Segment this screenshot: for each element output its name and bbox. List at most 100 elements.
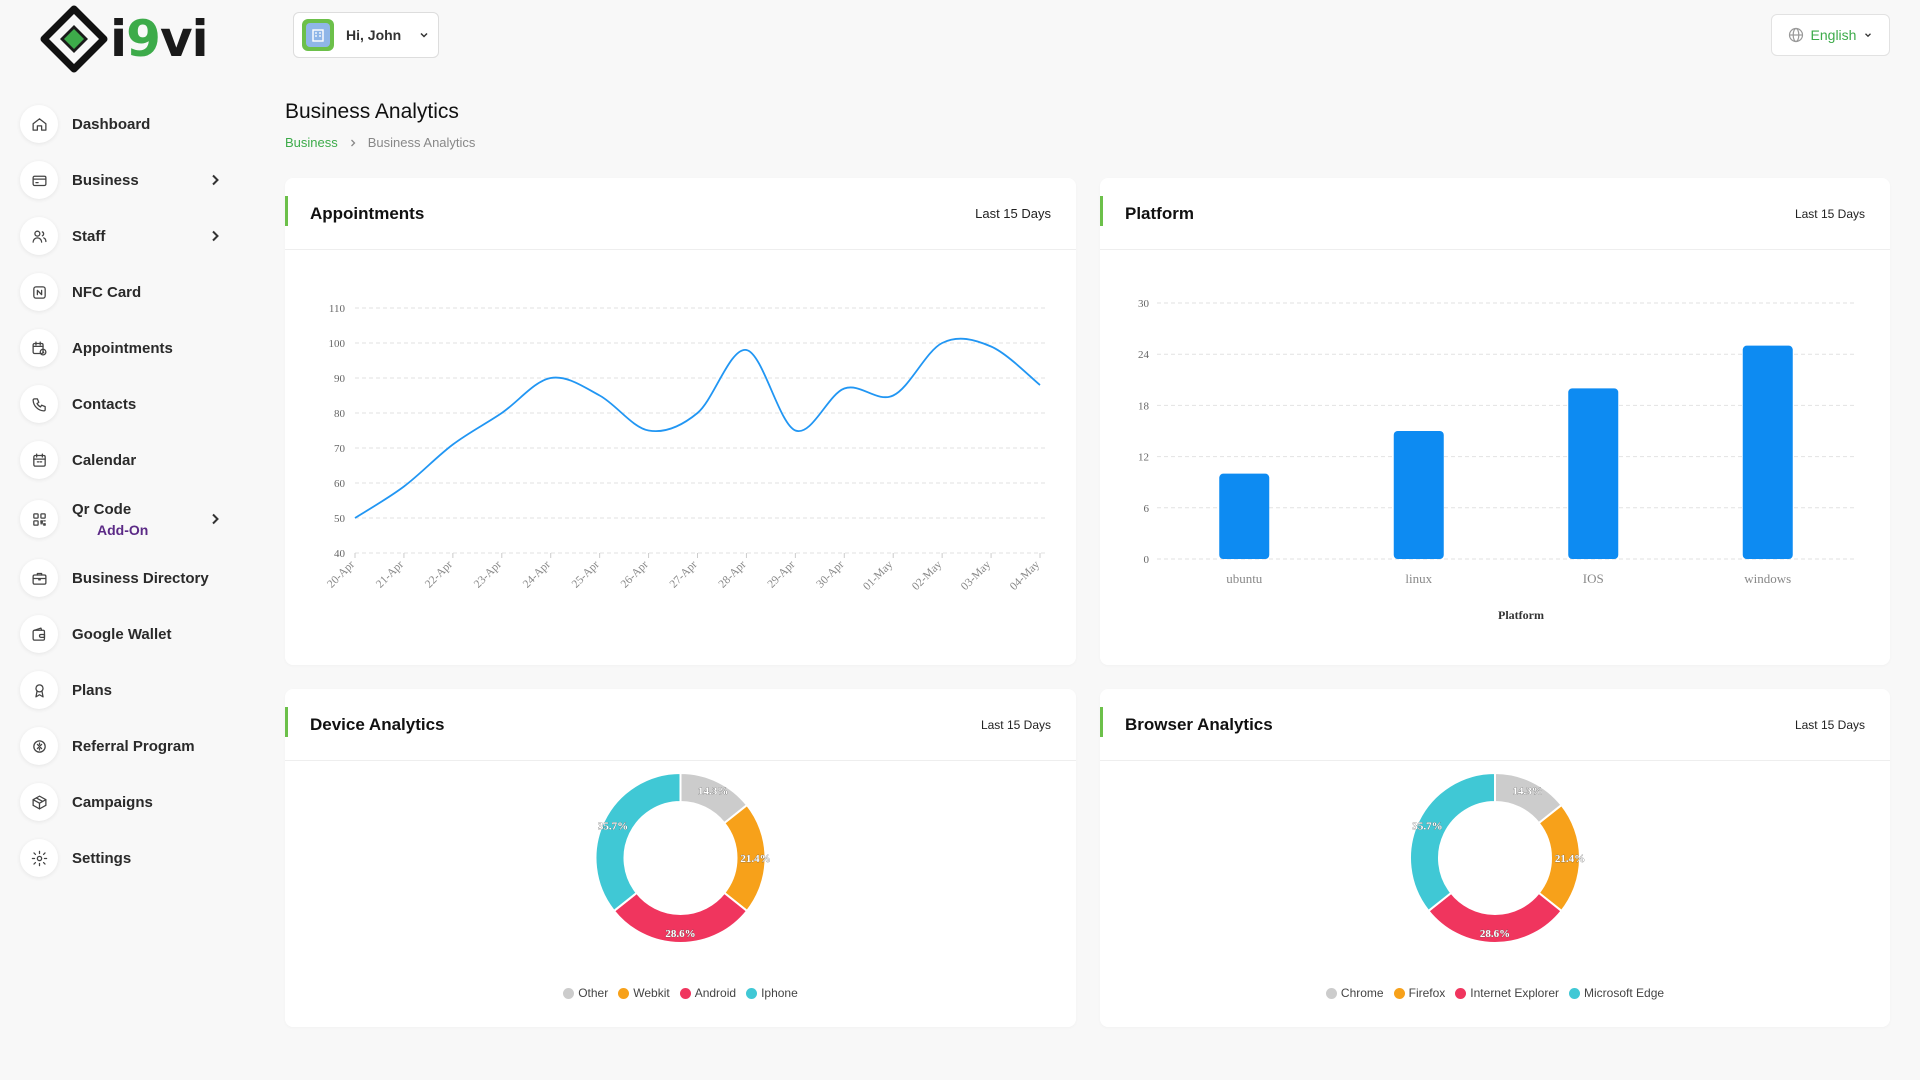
y-tick-label: 70 [334,443,346,455]
chart-legend: Chrome Firefox Internet Explorer Microsoft … [1100,986,1890,1000]
globe-icon [1788,27,1803,43]
legend-item-internet-explorer[interactable]: Internet Explorer [1455,986,1559,1000]
period-selector[interactable]: Last 15 Days [1794,717,1865,732]
y-tick-label: 110 [329,303,346,315]
x-tick-label: 22-Apr [423,559,455,591]
sidebar-item-label: Referral Program [72,737,195,755]
device-analytics-card: Device Analytics Last 15 Days 14.3% 21.4%… [285,689,1076,1027]
legend-item-iphone[interactable]: Iphone [746,986,798,1000]
legend-label: Other [578,986,609,1000]
sidebar-item-settings[interactable]: Settings [20,830,235,886]
sidebar-item-label: Business Directory [72,569,209,587]
x-tick-label: 27-Apr [668,559,700,591]
building-icon [312,29,324,42]
legend-label: Firefox [1408,986,1446,1000]
x-tick-label: 01-May [861,558,895,592]
sidebar-item-plans[interactable]: Plans [20,662,235,718]
logo-text: i9vi [110,10,209,68]
y-tick-label: 0 [1144,554,1150,566]
legend-item-other[interactable]: Other [563,986,608,1000]
user-menu-button[interactable]: Hi, John [293,12,439,58]
x-tick-label: 23-Apr [472,559,504,591]
x-tick-label: linux [1405,571,1432,586]
addon-label: Add-On [97,521,149,538]
x-tick-label: ubuntu [1226,571,1263,586]
slice-label: 35.7% [1412,820,1442,832]
users-icon [20,217,58,255]
x-tick-label: 30-Apr [814,559,846,591]
period-selector[interactable]: Last 15 Days [980,717,1051,732]
chevron-right-icon [207,228,223,249]
legend-label: Chrome [1340,986,1384,1000]
gear-icon [20,839,58,877]
slice-label: 21.4% [740,853,770,865]
card-title: Device Analytics [310,714,445,734]
legend-item-android[interactable]: Android [679,986,737,1000]
sidebar-item-label: NFC Card [72,283,142,301]
bar-windows [1742,345,1793,559]
calendar-clock-icon [20,329,58,367]
x-tick-label: 29-Apr [766,559,798,591]
y-tick-label: 100 [329,338,346,350]
sidebar-item-label: Campaigns [72,793,153,811]
x-tick-label: IOS [1583,571,1604,586]
period-selector[interactable]: Last 15 Days [1794,206,1865,221]
x-tick-label: 03-May [959,558,993,592]
legend-item-firefox[interactable]: Firefox [1393,986,1446,1000]
legend-label: Microsoft Edge [1584,986,1665,1000]
sidebar-item-label: Business [72,171,139,189]
legend-item-microsoft-edge[interactable]: Microsoft Edge [1569,986,1664,1000]
legend-swatch [563,987,575,999]
x-tick-label: 02-May [910,558,944,592]
x-tick-label: 24-Apr [521,559,553,591]
period-selector[interactable]: Last 15 Days [975,206,1051,221]
bar-ios [1568,388,1619,559]
x-tick-label: 28-Apr [717,559,749,591]
platform-card: Platform Last 15 Days 0 6 12 18 24 30 ubuntu li… [1100,178,1890,665]
logo[interactable]: i9vi [40,5,209,73]
slice-label: 14.3% [1512,785,1542,797]
sidebar-item-business-directory[interactable]: Business Directory [20,550,235,606]
slice-label: 21.4% [1555,853,1585,865]
browser-analytics-card: Browser Analytics Last 15 Days 14.3% 21.4… [1100,689,1890,1027]
card-header: Appointments Last 15 Days [285,178,1076,250]
sidebar-item-calendar[interactable]: Calendar [20,432,235,488]
card-title: Appointments [310,203,425,223]
sidebar-item-label: Appointments [72,339,173,357]
legend-label: Android [694,986,737,1000]
award-icon [20,671,58,709]
sidebar-item-contacts[interactable]: Contacts [20,376,235,432]
appointments-series-line [354,337,1041,519]
breadcrumb-current: Business Analytics [367,135,476,150]
sidebar-item-staff[interactable]: Staff [20,208,235,264]
breadcrumb-business-link[interactable]: Business [285,135,338,150]
legend-swatch [1569,987,1581,999]
sidebar-item-referral-program[interactable]: Referral Program [20,718,235,774]
slice-label: 28.6% [1480,928,1510,940]
y-tick-label: 50 [334,513,346,525]
slice-label: 35.7% [598,820,628,832]
legend-swatch [746,987,758,999]
breadcrumb: Business Business Analytics [285,135,475,150]
sidebar-item-qr-code[interactable]: Qr Code Add-On [20,488,235,550]
sidebar-item-google-wallet[interactable]: Google Wallet [20,606,235,662]
chart-legend: Other Webkit Android Iphone [285,986,1076,1000]
language-select[interactable]: English [1771,14,1890,56]
card-header: Device Analytics Last 15 Days [285,689,1076,761]
legend-item-webkit[interactable]: Webkit [618,986,670,1000]
x-tick-label: 26-Apr [619,559,651,591]
home-icon [20,105,58,143]
legend-item-chrome[interactable]: Chrome [1325,986,1384,1000]
sidebar-item-campaigns[interactable]: Campaigns [20,774,235,830]
x-tick-label: 04-May [1008,558,1042,592]
sidebar-item-appointments[interactable]: Appointments [20,320,235,376]
sidebar-item-nfc-card[interactable]: NFC Card [20,264,235,320]
briefcase-icon [20,559,58,597]
sidebar-item-business[interactable]: Business [20,152,235,208]
browser-donut-chart: 14.3% 21.4% 28.6% 35.7% [1409,771,1585,944]
x-tick-label: 25-Apr [570,559,602,591]
device-donut-chart: 14.3% 21.4% 28.6% 35.7% [594,771,771,944]
chevron-down-icon [420,32,428,38]
sidebar-item-dashboard[interactable]: Dashboard [20,96,235,152]
sidebar-item-label: Calendar [72,451,137,469]
